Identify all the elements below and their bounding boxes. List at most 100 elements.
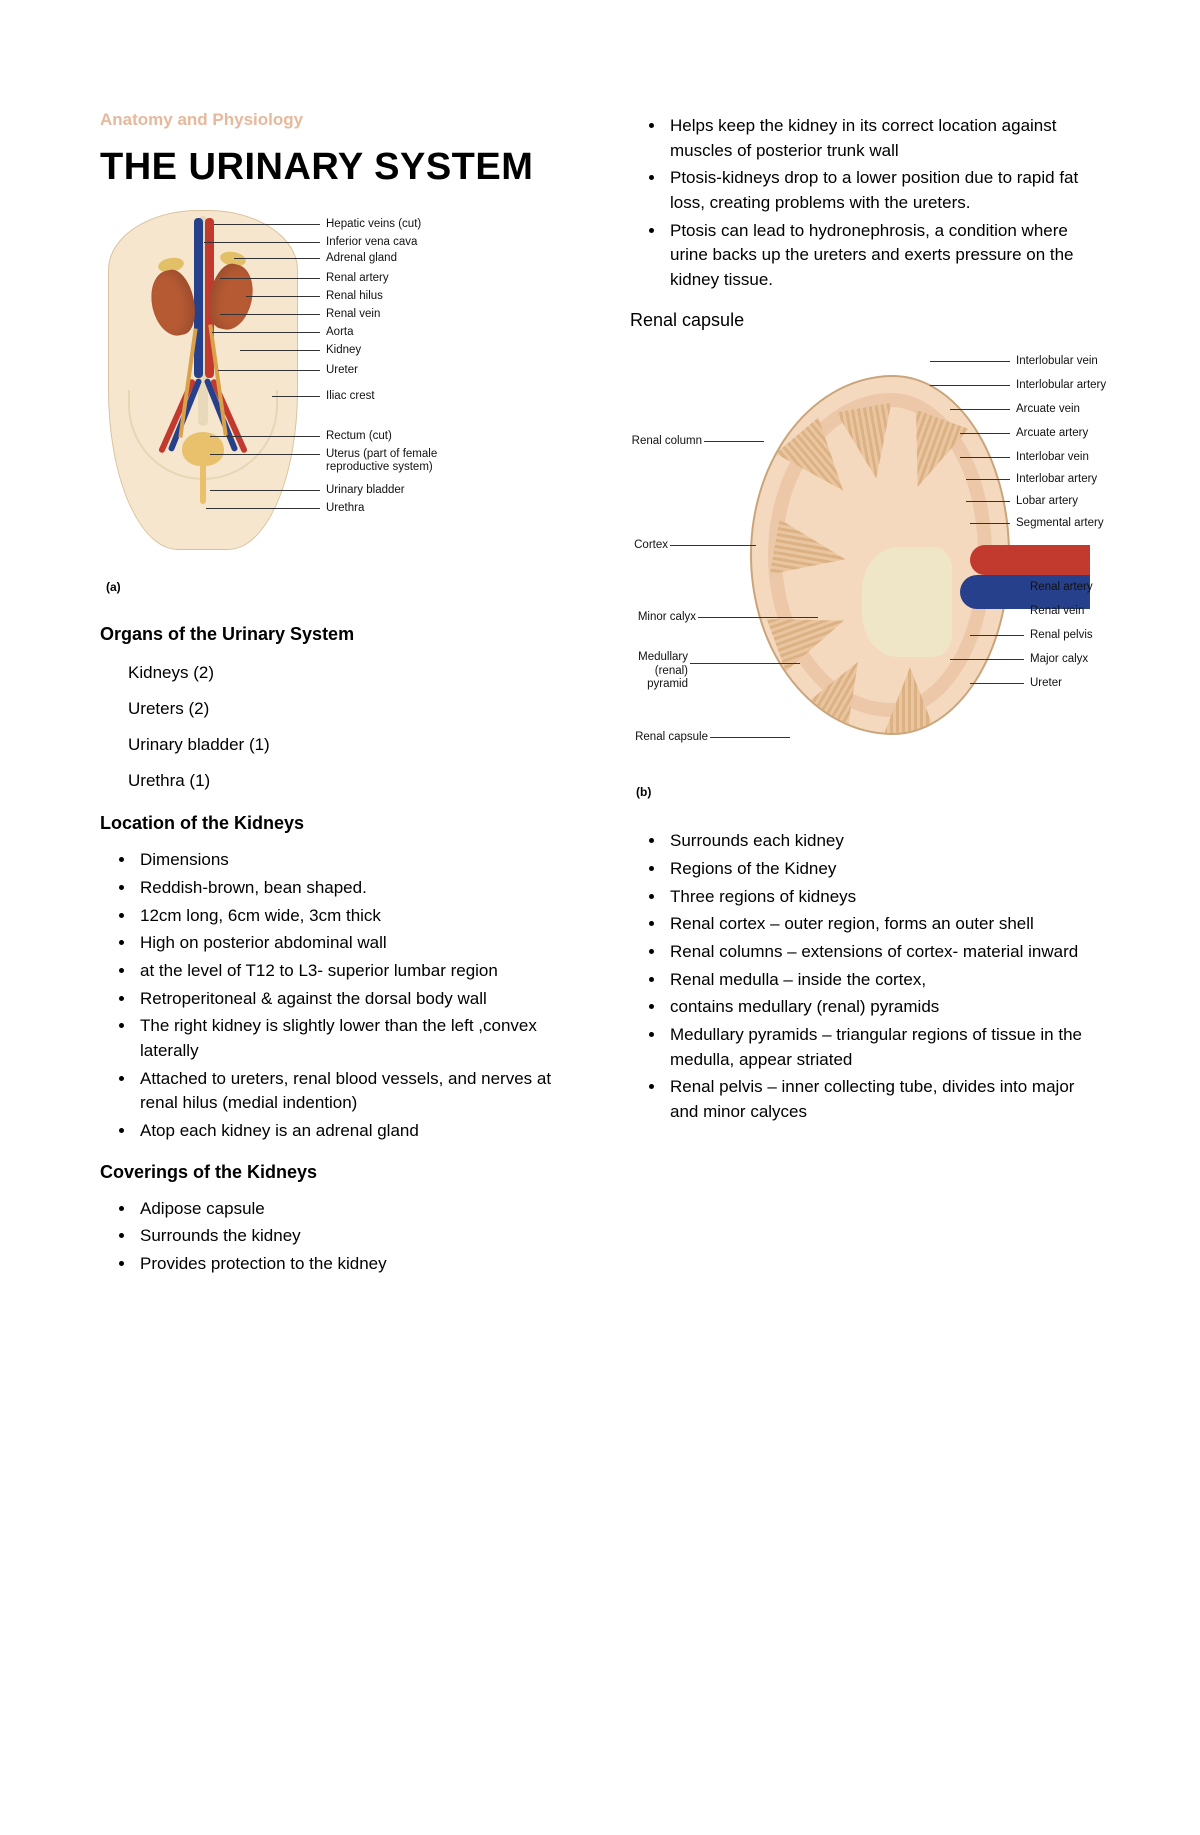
list-item: Reddish-brown, bean shaped. [136,876,570,901]
list-item: Adipose capsule [136,1197,570,1222]
heading-location: Location of the Kidneys [100,813,570,834]
renal-artery-shape [970,545,1090,575]
list-item: Medullary pyramids – triangular regions … [666,1023,1100,1072]
list-item: Renal cortex – outer region, forms an ou… [666,912,1100,937]
fig-b-label: Major calyx [1030,653,1088,666]
fig-a-label: Rectum (cut) [326,430,392,443]
lead-line [218,370,320,371]
heading-renal-capsule: Renal capsule [630,310,1100,331]
lead-line [206,508,320,509]
list-item: Urethra (1) [128,767,570,796]
lead-line [670,545,756,546]
fig-a-label: Hepatic veins (cut) [326,218,421,231]
left-column: Anatomy and Physiology THE URINARY SYSTE… [100,110,570,1284]
fig-b-label: Interlobular artery [1016,379,1106,392]
lead-line [930,361,1010,362]
figure-b-caption: (b) [636,785,1100,799]
lead-line [210,490,320,491]
lead-line [240,350,320,351]
list-item: Ureters (2) [128,695,570,724]
lead-line [950,659,1024,660]
list-item: Kidneys (2) [128,659,570,688]
fig-b-label: Interlobular vein [1016,355,1098,368]
fig-b-label: Renal pelvis [1030,629,1093,642]
lead-line [210,454,320,455]
fig-b-label: Minor calyx [624,611,696,624]
fig-b-label: Renal artery [1030,581,1093,594]
list-item: Ptosis can lead to hydronephrosis, a con… [666,219,1100,293]
list-item: contains medullary (renal) pyramids [666,995,1100,1020]
fig-a-label: Ureter [326,364,358,377]
fig-b-label: Arcuate vein [1016,403,1080,416]
lead-line [220,278,320,279]
heading-organs: Organs of the Urinary System [100,624,570,645]
fig-b-label: Lobar artery [1016,495,1078,508]
list-item: Regions of the Kidney [666,857,1100,882]
fig-a-label: Aorta [326,326,354,339]
renal-pelvis-shape [862,547,952,657]
fig-a-label: Uterus (part of female reproductive syst… [326,448,486,474]
lead-line [246,296,320,297]
list-item: Atop each kidney is an adrenal gland [136,1119,570,1144]
list-item: 12cm long, 6cm wide, 3cm thick [136,904,570,929]
heading-coverings: Coverings of the Kidneys [100,1162,570,1183]
fig-b-label: Cortex [624,539,668,552]
fig-a-label: Renal vein [326,308,380,321]
fig-b-label: Renal vein [1030,605,1084,618]
list-item: Renal pelvis – inner collecting tube, di… [666,1075,1100,1124]
urethra-shape [200,464,206,504]
list-item: Renal columns – extensions of cortex- ma… [666,940,1100,965]
list-item: Helps keep the kidney in its correct loc… [666,114,1100,163]
list-item: The right kidney is slightly lower than … [136,1014,570,1063]
lead-line [970,523,1010,524]
fig-a-label: Adrenal gland [326,252,397,265]
bladder-shape [182,432,224,466]
lead-line [710,737,790,738]
list-item: High on posterior abdominal wall [136,931,570,956]
list-item: Dimensions [136,848,570,873]
fig-a-label: Kidney [326,344,361,357]
list-item: Renal medulla – inside the cortex, [666,968,1100,993]
lead-line [960,433,1010,434]
list-item: Surrounds the kidney [136,1224,570,1249]
fig-b-label: Segmental artery [1016,517,1104,530]
right-column: Helps keep the kidney in its correct loc… [630,110,1100,1284]
list-item: Retroperitoneal & against the dorsal bod… [136,987,570,1012]
fig-a-label: Inferior vena cava [326,236,417,249]
fig-b-label: Interlobar artery [1016,473,1097,486]
coverings-list: Adipose capsule Surrounds the kidney Pro… [100,1197,570,1277]
lead-line [704,441,764,442]
lead-line [210,436,320,437]
lead-line [950,409,1010,410]
page-title: THE URINARY SYSTEM [100,148,570,188]
fig-a-label: Renal artery [326,272,389,285]
lead-line [214,224,320,225]
renal-capsule-list: Surrounds each kidney Regions of the Kid… [630,829,1100,1124]
list-item: Urinary bladder (1) [128,731,570,760]
organs-list: Kidneys (2) Ureters (2) Urinary bladder … [100,659,570,796]
lead-line [960,457,1010,458]
lead-line [204,242,320,243]
lead-line [966,479,1010,480]
lead-line [698,617,818,618]
list-item: Provides protection to the kidney [136,1252,570,1277]
fig-b-label: Medullary (renal) pyramid [624,651,688,691]
lead-line [220,314,320,315]
fig-b-label: Renal column [624,435,702,448]
fig-a-label: Urinary bladder [326,484,405,497]
fig-b-label: Interlobar vein [1016,451,1089,464]
figure-a-caption: (a) [106,580,570,594]
location-list: Dimensions Reddish-brown, bean shaped. 1… [100,848,570,1143]
coverings-continued-list: Helps keep the kidney in its correct loc… [630,114,1100,292]
lead-line [212,332,320,333]
figure-a: Hepatic veins (cut) Inferior vena cava A… [100,200,570,570]
list-item: Three regions of kidneys [666,885,1100,910]
lead-line [234,258,320,259]
lead-line [930,385,1010,386]
figure-b: Interlobular vein Interlobular artery Ar… [630,345,1100,775]
lead-line [690,663,800,664]
list-item: at the level of T12 to L3- superior lumb… [136,959,570,984]
fig-a-label: Iliac crest [326,390,375,403]
fig-b-label: Arcuate artery [1016,427,1088,440]
list-item: Attached to ureters, renal blood vessels… [136,1067,570,1116]
